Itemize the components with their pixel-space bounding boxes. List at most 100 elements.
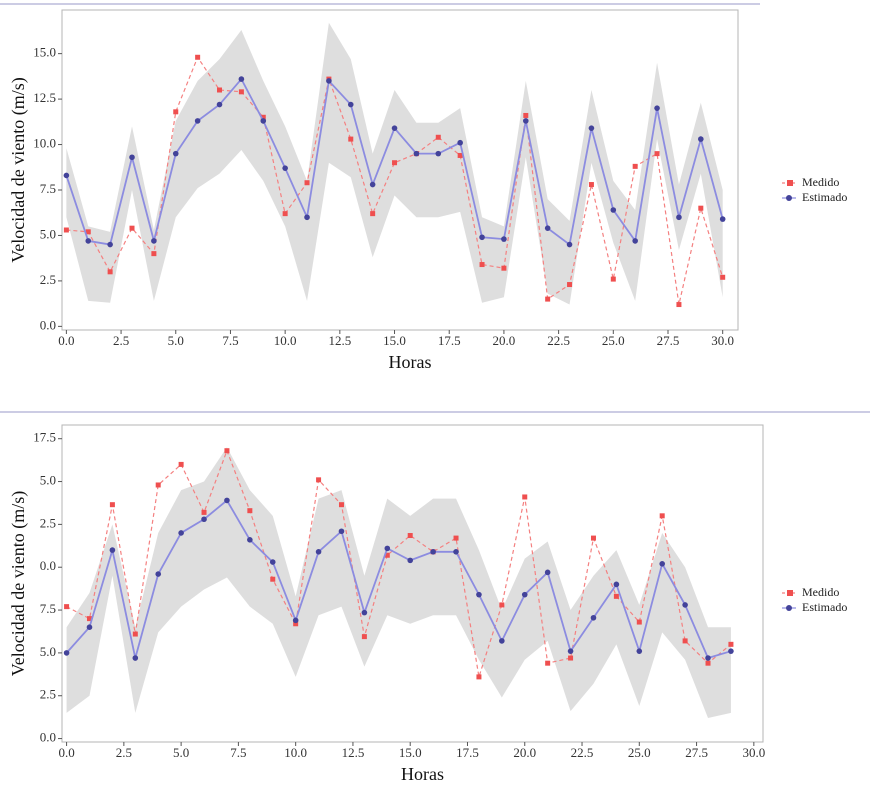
point: [567, 648, 574, 654]
plot-frame: [61, 9, 739, 331]
point: [348, 136, 354, 142]
point: [588, 125, 595, 131]
point: [590, 614, 597, 621]
point: [173, 109, 179, 115]
point: [361, 609, 368, 616]
x-tick-label: 10.0: [284, 745, 307, 760]
series-line: [65, 499, 732, 660]
point: [370, 211, 376, 217]
series-line: [66, 449, 732, 678]
y-tick-label: 12.5: [33, 90, 56, 105]
point: [522, 118, 529, 124]
point: [391, 125, 398, 131]
point: [392, 160, 398, 166]
point: [610, 276, 616, 282]
point: [304, 180, 310, 186]
y-tick-label: 5.0: [40, 226, 56, 241]
point: [632, 238, 638, 244]
point: [109, 547, 116, 553]
point: [129, 225, 135, 231]
point: [588, 182, 594, 188]
x-tick-label: 25.0: [628, 745, 651, 760]
point: [453, 535, 459, 541]
x-tick-label: 27.5: [657, 333, 680, 348]
point: [155, 482, 161, 488]
point: [107, 241, 113, 248]
legend-marker: [787, 590, 793, 596]
point: [155, 571, 162, 577]
point: [64, 604, 70, 610]
point: [260, 114, 266, 120]
y-axis-title: Velocidad de viento (m/s): [8, 77, 29, 262]
point: [453, 549, 459, 555]
point: [247, 537, 253, 543]
point: [501, 236, 507, 242]
plot-frame: [61, 424, 764, 743]
y-tick-label: 0.0: [40, 730, 56, 745]
point: [194, 118, 201, 124]
point: [151, 238, 157, 244]
point: [636, 619, 642, 625]
point: [129, 154, 135, 161]
point: [479, 262, 485, 268]
x-tick-label: 30.0: [711, 333, 734, 348]
point: [293, 621, 299, 627]
y-tick-label: 17.5: [33, 430, 56, 445]
point: [238, 76, 245, 82]
point: [413, 150, 420, 157]
point: [544, 225, 551, 231]
x-tick-label: 2.5: [113, 333, 129, 348]
x-tick-label: 0.0: [58, 333, 74, 348]
point: [499, 602, 505, 608]
point: [407, 557, 414, 564]
point: [728, 641, 734, 647]
point: [705, 660, 711, 666]
y-tick-label: 15.0: [33, 45, 56, 60]
point: [632, 163, 638, 169]
point: [86, 624, 93, 630]
point: [86, 616, 92, 622]
x-tick-label: 17.5: [438, 333, 461, 348]
point: [247, 508, 253, 514]
point: [522, 494, 528, 500]
legend-label: Estimado: [802, 190, 847, 204]
y-tick-label: 0.0: [40, 558, 56, 573]
point: [407, 533, 413, 539]
x-tick-label: 20.0: [513, 745, 536, 760]
x-tick-label: 25.0: [602, 333, 625, 348]
point: [719, 216, 726, 222]
legend-label: Medido: [802, 175, 839, 189]
point: [85, 238, 92, 244]
point: [338, 528, 345, 535]
point: [521, 591, 528, 598]
point: [568, 655, 574, 661]
x-tick-label: 0.0: [58, 745, 74, 760]
legend-label: Estimado: [802, 600, 847, 614]
point: [347, 101, 354, 108]
point: [659, 513, 665, 519]
confidence-band: [66, 447, 731, 719]
point: [369, 181, 376, 188]
point: [435, 150, 442, 157]
point: [659, 560, 666, 567]
y-tick-label: 10.0: [33, 136, 56, 151]
point: [435, 134, 441, 140]
point: [178, 530, 184, 536]
point: [201, 516, 207, 523]
point: [654, 151, 660, 157]
point: [566, 241, 573, 248]
point: [636, 648, 643, 654]
point: [613, 593, 619, 599]
x-tick-label: 15.0: [399, 745, 422, 760]
point: [109, 502, 115, 508]
point: [85, 229, 91, 235]
point: [499, 638, 505, 644]
y-tick-label: 7.5: [40, 181, 56, 196]
y-tick-label: 0.0: [40, 317, 56, 332]
point: [682, 638, 688, 644]
point: [260, 118, 267, 124]
point: [238, 89, 244, 95]
x-tick-label: 22.5: [547, 333, 570, 348]
x-tick-label: 30.0: [742, 745, 765, 760]
